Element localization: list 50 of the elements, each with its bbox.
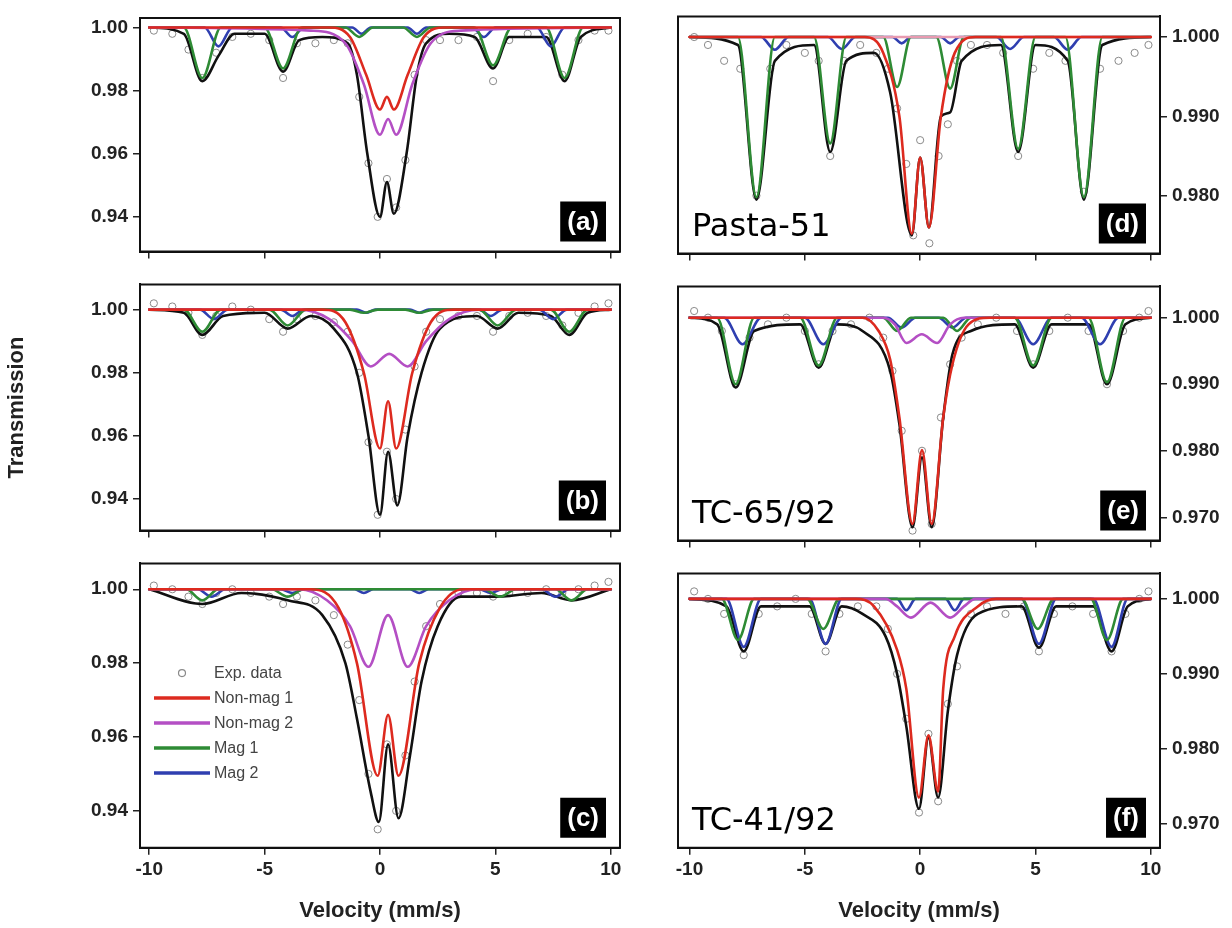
y2-tick-label: 1.000 xyxy=(1172,587,1220,609)
y-tick-label: 0.96 xyxy=(91,424,128,446)
x-tick-label: -10 xyxy=(135,858,163,880)
legend-label: Exp. data xyxy=(214,663,282,681)
x-tick-label: 10 xyxy=(600,858,622,880)
y-tick-label: 1.00 xyxy=(91,577,128,599)
x-tick-label: 0 xyxy=(374,858,386,880)
y-tick-label: 0.98 xyxy=(91,651,128,673)
y-tick-label: 1.00 xyxy=(91,297,128,319)
y2-tick-label: 1.000 xyxy=(1172,25,1220,47)
y2-tick-label: 0.980 xyxy=(1172,439,1220,460)
y2-tick-label: 0.990 xyxy=(1172,104,1220,126)
x-tick-label: -5 xyxy=(796,858,814,880)
y2-tick-label: 0.970 xyxy=(1172,812,1220,834)
x-axis-title: Velocity (mm/s) xyxy=(838,896,1000,922)
y-tick-label: 0.96 xyxy=(91,725,128,747)
legend-label: Mag 2 xyxy=(214,763,259,781)
y-tick-label: 0.94 xyxy=(91,205,129,227)
legend-label: Non-mag 1 xyxy=(214,688,294,706)
y-tick-label: 0.98 xyxy=(91,78,128,100)
y-tick-label: 1.00 xyxy=(91,15,128,37)
x-tick-label: -10 xyxy=(675,858,704,880)
y2-tick-label: 0.980 xyxy=(1172,183,1220,205)
legend-label: Non-mag 2 xyxy=(214,713,294,731)
annotation: (b) xyxy=(565,484,599,515)
annotation: (d) xyxy=(1105,207,1139,238)
annotation: (c) xyxy=(567,801,599,832)
annotation: (e) xyxy=(1107,494,1139,525)
x-tick-label: 0 xyxy=(914,858,926,880)
annotation: TC-65/92 xyxy=(691,492,836,531)
x-tick-label: 5 xyxy=(490,858,502,880)
annotation: Pasta-51 xyxy=(692,205,831,244)
annotation: (a) xyxy=(567,205,599,236)
y-tick-label: 0.94 xyxy=(91,799,129,821)
x-axis-title: Velocity (mm/s) xyxy=(299,896,461,922)
x-tick-label: 5 xyxy=(1030,858,1042,880)
x-tick-label: 10 xyxy=(1140,858,1162,880)
y-tick-label: 0.94 xyxy=(91,487,129,509)
y2-tick-label: 0.980 xyxy=(1172,737,1220,759)
y-axis-title: Transmission xyxy=(3,336,29,479)
y2-tick-label: 0.990 xyxy=(1172,662,1220,684)
x-tick-label: -5 xyxy=(256,858,274,880)
y-tick-label: 0.96 xyxy=(91,141,128,163)
annotation: (f) xyxy=(1113,801,1139,832)
y2-tick-label: 0.990 xyxy=(1172,372,1220,394)
y2-tick-label: 0.970 xyxy=(1172,505,1220,527)
y2-tick-label: 1.000 xyxy=(1172,305,1220,327)
y-tick-label: 0.98 xyxy=(91,361,128,383)
annotation: TC-41/92 xyxy=(691,799,836,838)
legend-label: Mag 1 xyxy=(214,738,259,756)
